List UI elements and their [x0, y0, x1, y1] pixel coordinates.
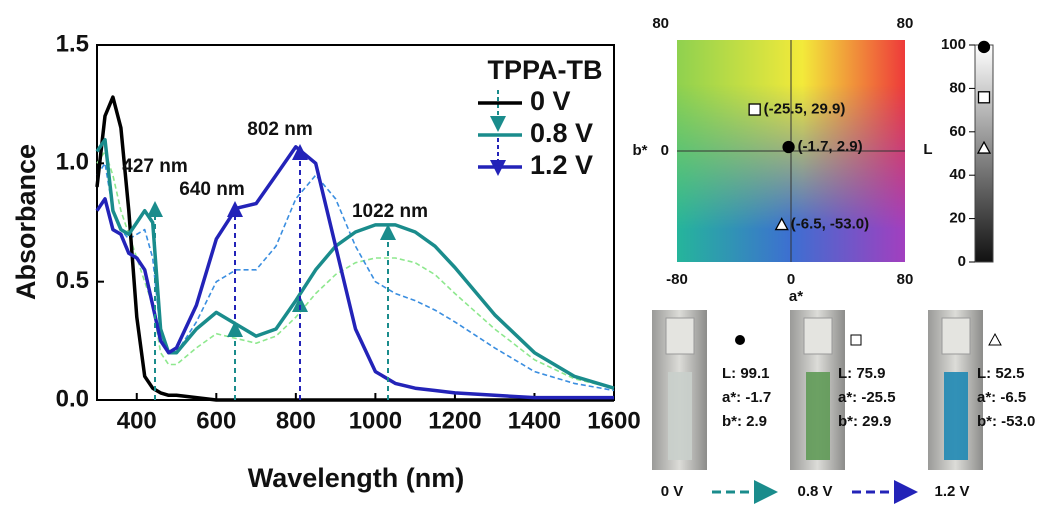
cuvette-cap	[665, 317, 695, 355]
y-axis-title: L	[923, 141, 932, 158]
y-tick-label: 80	[652, 15, 669, 32]
absorbance-chart: Wavelength (nm) Absorbance TPPA-TB 400 60…	[11, 30, 641, 493]
marker	[748, 103, 761, 116]
x-tick-label: 800	[276, 407, 316, 434]
y-tick-label: 0	[958, 253, 966, 270]
x-tick-label: 1200	[428, 407, 481, 434]
point-label: (-25.5, 29.9)	[764, 100, 846, 117]
cuvette-value: L: 75.9	[838, 365, 886, 382]
cuvette-value: b*: -53.0	[977, 413, 1035, 430]
solution	[668, 372, 692, 460]
x-tick-label-top: 80	[897, 15, 914, 32]
marker	[977, 91, 991, 104]
y-tick-label: 1.5	[56, 30, 89, 57]
y-tick-label: 20	[949, 210, 966, 227]
voltage-label: 1.2 V	[934, 483, 969, 500]
annotation: 640 nm	[179, 179, 244, 200]
y-tick-label: 0	[661, 142, 669, 159]
data-line	[95, 95, 614, 402]
legend-label: 0 V	[530, 86, 571, 116]
x-tick-label: 1400	[508, 407, 561, 434]
y-axis-title: b*	[633, 142, 648, 159]
symbol	[735, 335, 745, 345]
x-axis-title: a*	[789, 288, 803, 305]
cuvette-value: a*: -6.5	[977, 389, 1026, 406]
annotation: 1022 nm	[352, 201, 428, 222]
data-line	[95, 137, 615, 390]
cuvette-value: L: 99.1	[722, 365, 770, 382]
lab-chart: a* b* -80 0 80 80 0 80 (-25.5, 29.9) (-1.7, 2.9…	[633, 15, 914, 305]
x-tick-label: 0	[787, 271, 795, 288]
x-tick-label: 80	[897, 271, 914, 288]
cuvette-value: a*: -1.7	[722, 389, 771, 406]
voltage-label: 0.8 V	[797, 483, 832, 500]
cuvettes: L: 99.1 a*: -1.7 b*: 2.9 0 V L: 75.9 a*: -25.…	[652, 310, 1035, 504]
annotation: 802 nm	[247, 119, 312, 140]
annotation: 427 nm	[122, 156, 187, 177]
y-tick-label: 1.0	[56, 149, 89, 176]
x-axis-title: Wavelength (nm)	[248, 463, 465, 493]
marker	[976, 140, 992, 154]
marker	[774, 217, 789, 231]
x-tick-label: 400	[117, 407, 157, 434]
marker	[977, 40, 991, 54]
data-line	[96, 150, 615, 389]
y-tick-label: 0.0	[56, 385, 89, 412]
legend-label: 1.2 V	[530, 150, 593, 180]
y-tick-label: 60	[949, 123, 966, 140]
symbol	[850, 334, 862, 346]
cuvette-value: L: 52.5	[977, 365, 1025, 382]
data-line	[96, 162, 615, 392]
point-label: (-1.7, 2.9)	[798, 138, 863, 155]
lightness-chart: L 0 20 40 60 80 100	[923, 36, 994, 270]
y-tick-label: 80	[949, 79, 966, 96]
cuvette-cap	[803, 317, 833, 355]
data-line	[95, 145, 614, 400]
legend-label: 0.8 V	[530, 118, 593, 148]
point-label: (-6.5, -53.0)	[791, 216, 869, 233]
cuvette-value: b*: 2.9	[722, 413, 767, 430]
marker	[782, 140, 795, 154]
y-tick-label: 0.5	[56, 267, 89, 294]
solution	[806, 372, 830, 460]
solution	[944, 372, 968, 460]
y-tick-label: 40	[949, 166, 966, 183]
x-tick-label: 1000	[349, 407, 402, 434]
symbol	[988, 332, 1002, 346]
voltage-label: 0 V	[661, 483, 684, 500]
x-tick-label: -80	[666, 271, 688, 288]
cuvette-value: b*: 29.9	[838, 413, 891, 430]
x-tick-label: 1600	[587, 407, 640, 434]
legend-title: TPPA-TB	[488, 55, 603, 85]
x-tick-label: 600	[196, 407, 236, 434]
cuvette-cap	[941, 317, 971, 355]
y-tick-label: 100	[941, 36, 966, 53]
y-axis-title: Absorbance	[11, 144, 41, 300]
cuvette-value: a*: -25.5	[838, 389, 896, 406]
